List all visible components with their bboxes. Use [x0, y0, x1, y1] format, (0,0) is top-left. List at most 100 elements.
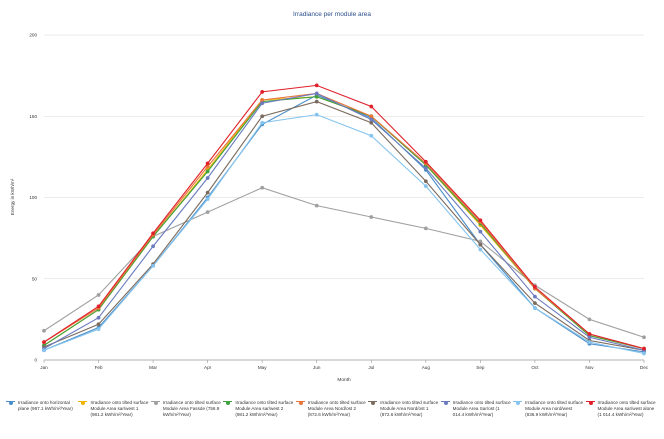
legend-marker: [226, 401, 231, 405]
x-tick-label: Nov: [585, 365, 594, 370]
data-point: [205, 164, 210, 169]
series-6: [42, 99, 646, 353]
data-point: [314, 112, 319, 117]
data-point: [314, 83, 319, 88]
series-group: [42, 83, 646, 356]
data-point: [260, 101, 265, 106]
data-point: [533, 294, 537, 299]
data-point: [423, 166, 428, 171]
legend-swatch: [513, 401, 523, 405]
data-point: [587, 317, 592, 322]
data-point: [314, 203, 319, 208]
data-point: [587, 340, 592, 345]
data-point: [642, 346, 646, 351]
data-point: [314, 94, 319, 99]
data-point: [369, 215, 374, 219]
data-point: [205, 176, 210, 180]
series-line: [43, 92, 645, 351]
y-tick-label: 150: [29, 114, 37, 119]
legend-swatch: [223, 401, 233, 405]
data-point: [533, 306, 537, 310]
data-point: [96, 327, 101, 332]
legend: Irradiance onto horizontal plane (967.1 …: [6, 400, 658, 436]
data-point: [96, 322, 101, 327]
data-point: [151, 263, 155, 268]
x-tick-label: Dec: [640, 365, 649, 370]
x-tick-label: Sep: [476, 365, 485, 370]
y-tick-label: 50: [32, 276, 38, 281]
data-point: [533, 301, 537, 306]
data-point: [96, 293, 101, 297]
legend-swatch: [295, 401, 305, 405]
data-point: [314, 91, 319, 96]
data-point: [260, 114, 265, 119]
data-point: [42, 340, 46, 345]
x-axis: Jan Feb Mar Apr May Jun Jul Aug Sep Oct Nov Dec: [40, 360, 649, 370]
legend-marker: [9, 401, 13, 405]
y-axis: 0 50 100 150 200: [29, 33, 37, 363]
data-point: [587, 335, 592, 340]
data-point: [587, 332, 592, 336]
data-point: [96, 315, 101, 320]
legend-marker: [153, 401, 158, 405]
y-tick-label: 100: [29, 195, 37, 200]
data-point: [205, 210, 210, 215]
legend-marker: [371, 401, 376, 405]
legend-swatch: [368, 401, 378, 405]
data-point: [314, 99, 319, 104]
legend-label: Irradiance onto tilted surface Module Ar…: [597, 400, 656, 417]
legend-swatch: [440, 401, 450, 405]
y-axis-label: Energy in kWh/m²: [10, 178, 15, 215]
series-8: [42, 112, 646, 356]
legend-marker: [298, 401, 303, 405]
x-tick-label: May: [258, 365, 267, 370]
data-point: [205, 169, 210, 174]
legend-marker: [516, 401, 521, 405]
x-tick-label: Oct: [531, 365, 539, 370]
data-point: [478, 239, 483, 244]
legend-label: Irradiance onto tilted surface Module Ar…: [235, 400, 294, 417]
legend-label: Irradiance onto tilted surface Module Ar…: [525, 400, 584, 417]
series-line: [43, 84, 645, 350]
data-point: [423, 226, 428, 231]
data-point: [369, 133, 374, 138]
y-tick-label: 200: [29, 33, 37, 38]
data-point: [205, 190, 210, 195]
series-1: [42, 93, 646, 354]
data-point: [478, 229, 483, 234]
x-tick-label: Mar: [149, 365, 157, 370]
data-point: [205, 161, 210, 166]
legend-label: Irradiance onto tilted surface Module Ar…: [452, 400, 511, 417]
legend-label: Irradiance onto tilted surface Module Ar…: [307, 400, 366, 417]
series-line: [43, 114, 645, 355]
data-point: [260, 89, 265, 94]
x-tick-label: Jan: [40, 365, 48, 370]
data-point: [478, 247, 483, 252]
data-point: [205, 197, 210, 202]
data-point: [369, 117, 374, 122]
legend-swatch: [585, 401, 595, 405]
gridlines: [44, 34, 644, 280]
data-point: [642, 351, 646, 356]
data-point: [96, 304, 101, 309]
legend-marker: [81, 401, 86, 405]
x-axis-label: Month: [337, 377, 351, 383]
data-point: [260, 185, 265, 190]
legend-label: Irradiance onto tilted surface Module Ar…: [162, 400, 221, 417]
data-point: [42, 348, 46, 353]
data-point: [369, 120, 374, 125]
data-point: [151, 231, 155, 236]
x-tick-label: Jul: [368, 365, 374, 370]
x-tick-label: Jun: [313, 365, 321, 370]
legend-marker: [588, 401, 593, 405]
y-tick-label: 0: [34, 358, 37, 363]
series-line: [43, 94, 645, 353]
x-tick-label: Aug: [422, 365, 431, 370]
x-tick-label: Apr: [204, 365, 212, 370]
data-point: [260, 98, 265, 102]
chart-title: Irradiance per module area: [293, 11, 371, 18]
legend-label: Irradiance onto horizontal plane (967.1 …: [18, 400, 73, 411]
legend-marker: [443, 401, 448, 405]
series-line: [43, 92, 645, 350]
